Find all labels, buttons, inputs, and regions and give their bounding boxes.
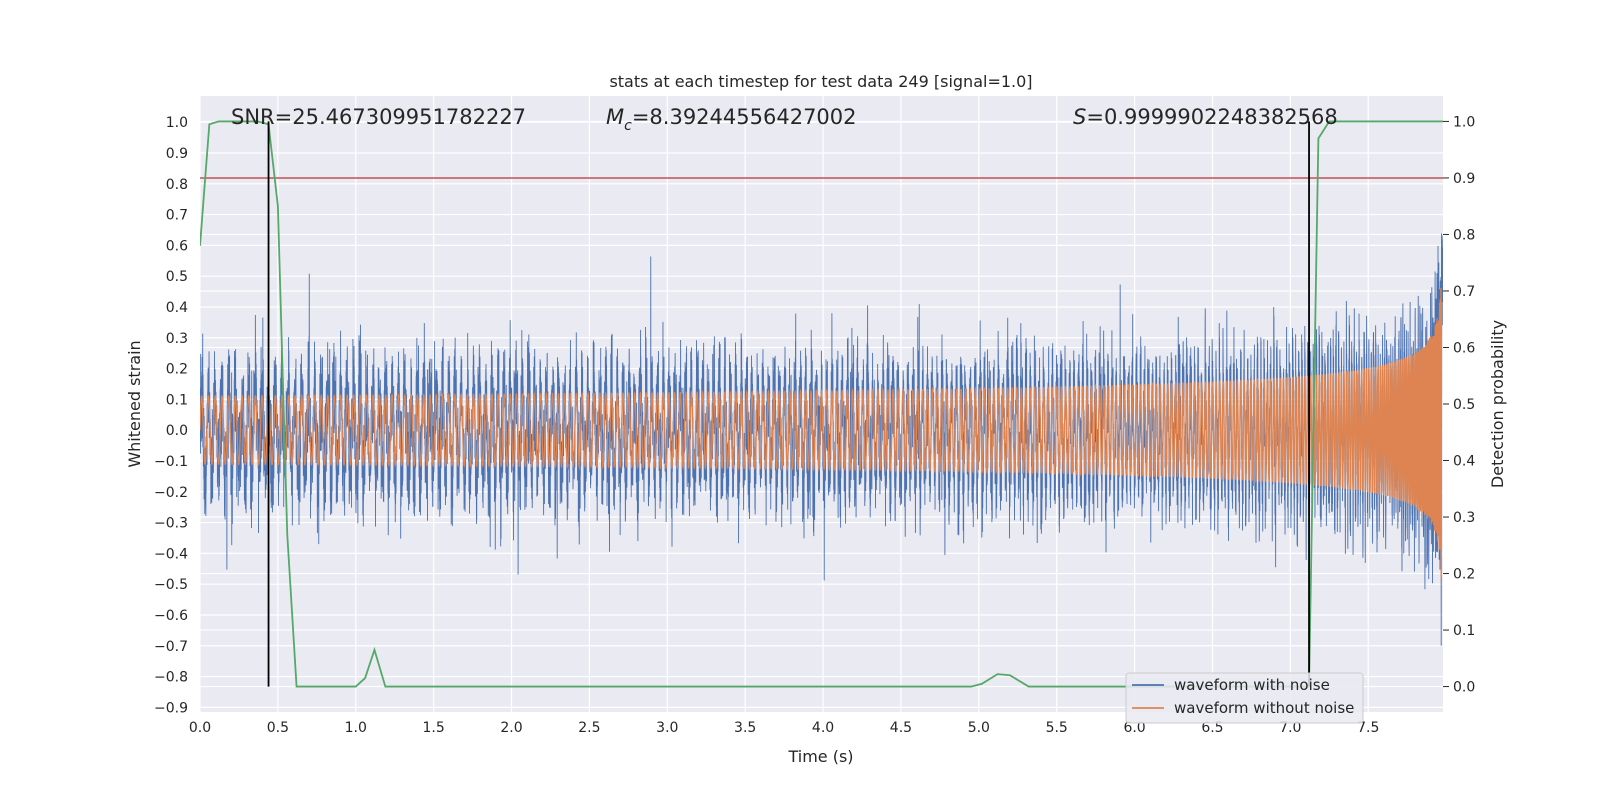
y-tick-label: −0.9	[154, 700, 188, 716]
x-tick-label: 3.0	[656, 720, 678, 736]
chart-title: stats at each timestep for test data 249…	[609, 72, 1032, 91]
score-value: =0.9999902248382568	[1086, 105, 1337, 129]
y2-tick-label: 0.6	[1453, 340, 1475, 356]
chirp-mass-annotation: Mc=8.39244556427002	[606, 105, 857, 134]
y-tick-label: −0.7	[154, 639, 188, 655]
y-tick-label: 0.9	[166, 146, 188, 162]
y-tick-label: 0.4	[166, 300, 188, 316]
snr-annotation: SNR=25.467309951782227	[231, 105, 526, 129]
x-tick-label: 7.0	[1279, 720, 1301, 736]
legend-label-noise: waveform with noise	[1174, 676, 1330, 694]
chirp-mass-subscript: c	[624, 118, 632, 134]
x-tick-label: 4.5	[890, 720, 912, 736]
y-tick-label: −0.5	[154, 577, 188, 593]
x-tick-label: 0.5	[267, 720, 289, 736]
y-tick-label: 1.0	[166, 115, 188, 131]
y2-tick-label: 0.4	[1453, 454, 1475, 470]
y-tick-label: 0.1	[166, 392, 188, 408]
x-tick-label: 6.5	[1201, 720, 1223, 736]
y-tick-labels: 1.0 0.9 0.8 0.7 0.6 0.5 0.4 0.3 0.2 0.1 0.0 −0.1 −0.…	[154, 115, 188, 716]
chirp-mass-value: =8.39244556427002	[632, 105, 857, 129]
x-tick-label: 0.0	[189, 720, 211, 736]
legend-box	[1125, 672, 1364, 724]
y2-tick-label: 0.1	[1453, 623, 1475, 639]
y-tick-label: 0.7	[166, 208, 188, 224]
y-tick-label: −0.8	[154, 670, 188, 686]
legend: waveform with noise waveform without noi…	[1125, 672, 1364, 724]
y-tick-label: −0.3	[154, 516, 188, 532]
y2-tick-label: 0.2	[1453, 567, 1475, 583]
series-waveform-with-noise	[200, 233, 1443, 646]
legend-label-clean: waveform without noise	[1174, 699, 1354, 717]
y-tick-label: −0.1	[154, 454, 188, 470]
vertical-markers	[267, 121, 1310, 687]
y-tick-label: 0.5	[166, 269, 188, 285]
y2-tick-label: 0.0	[1453, 680, 1475, 696]
x-tick-label: 6.0	[1123, 720, 1145, 736]
x-tick-label: 2.5	[578, 720, 600, 736]
y-tick-label: 0.2	[166, 362, 188, 378]
y-tick-label: −0.4	[154, 546, 188, 562]
score-symbol: S	[1073, 105, 1086, 129]
x-tick-label: 1.0	[345, 720, 367, 736]
score-annotation: S=0.9999902248382568	[1073, 105, 1338, 129]
y-tick-label: 0.3	[166, 331, 188, 347]
y-tick-label: 0.8	[166, 177, 188, 193]
x-tick-label: 7.5	[1357, 720, 1379, 736]
y2-tick-label: 0.9	[1453, 171, 1475, 187]
y2-axis-label: Detection probability	[1488, 320, 1507, 488]
x-tick-label: 2.0	[500, 720, 522, 736]
y2-tick-label: 0.8	[1453, 227, 1475, 243]
y-tick-label: 0.6	[166, 238, 188, 254]
chirp-mass-symbol: M	[606, 105, 624, 129]
x-tick-label: 1.5	[423, 720, 445, 736]
y2-tick-label: 1.0	[1453, 114, 1475, 130]
x-tick-label: 4.0	[812, 720, 834, 736]
x-tick-label: 5.0	[968, 720, 990, 736]
y-axis-label: Whitened strain	[125, 340, 144, 467]
y2-tick-label: 0.7	[1453, 284, 1475, 300]
y2-tick-label: 0.3	[1453, 510, 1475, 526]
y2-tick-labels: 1.0 0.9 0.8 0.7 0.6 0.5 0.4 0.3 0.2 0.1 0.0	[1443, 114, 1475, 696]
y2-tick-label: 0.5	[1453, 397, 1475, 413]
y-tick-label: −0.2	[154, 485, 188, 501]
x-tick-label: 5.5	[1046, 720, 1068, 736]
y-tick-label: −0.6	[154, 608, 188, 624]
y-tick-label: 0.0	[166, 423, 188, 439]
x-axis-label: Time (s)	[787, 747, 853, 766]
x-tick-labels: 0.0 0.5 1.0 1.5 2.0 2.5 3.0 3.5 4.0 4.5 5.0 5.5 6.0 6…	[189, 720, 1379, 736]
x-tick-label: 3.5	[734, 720, 756, 736]
series-waveform-without-noise	[200, 288, 1443, 579]
